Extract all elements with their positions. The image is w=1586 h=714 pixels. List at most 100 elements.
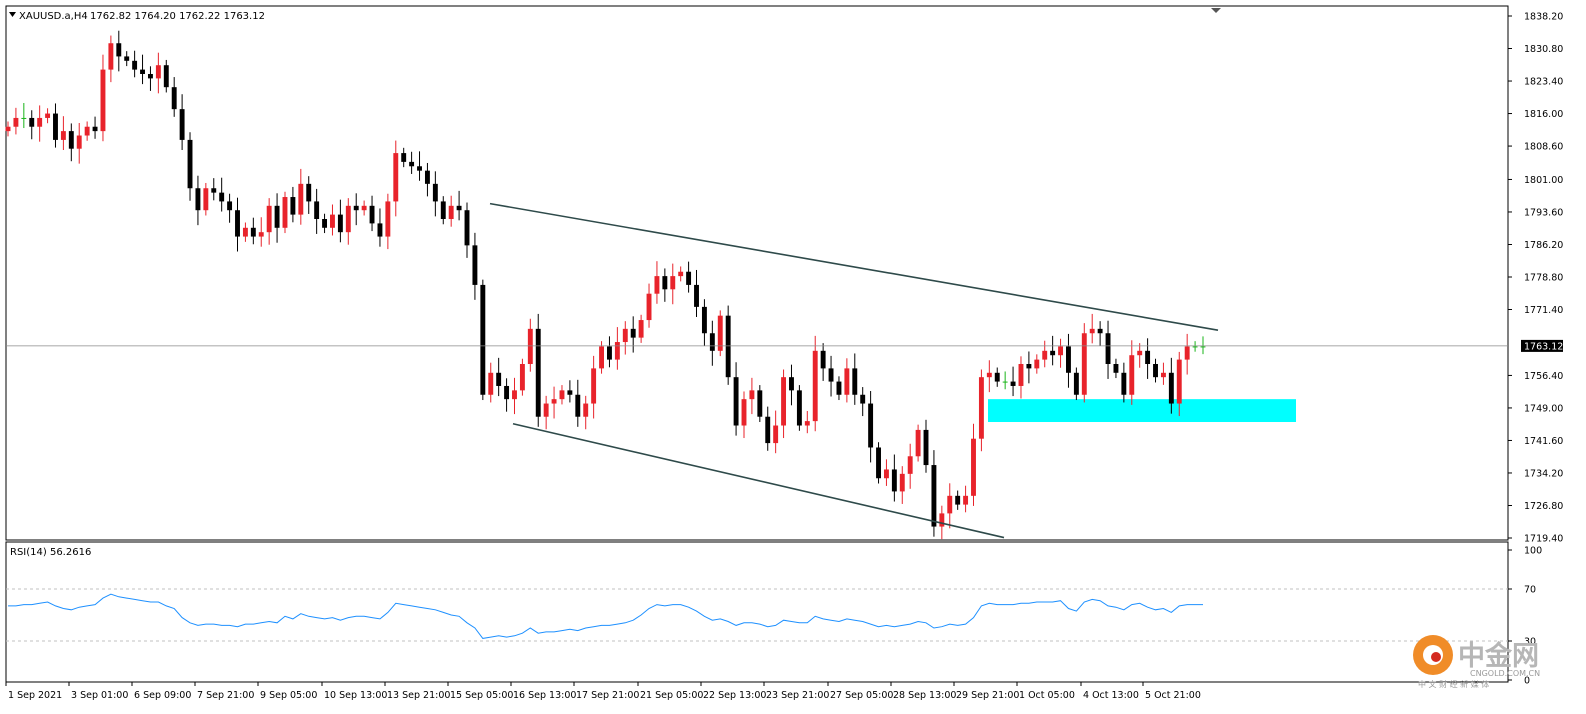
candle <box>488 362 494 403</box>
candle <box>337 199 343 243</box>
candle <box>1184 333 1190 375</box>
candle <box>266 198 272 245</box>
candle-body <box>250 227 256 237</box>
candle <box>124 51 130 67</box>
candle <box>781 369 787 439</box>
candle <box>163 59 169 93</box>
candle-body <box>345 205 351 233</box>
dropdown-arrow-icon[interactable] <box>9 12 16 17</box>
candle <box>876 442 881 484</box>
rsi-series <box>8 593 1203 639</box>
candle-body <box>124 56 130 61</box>
chart-shift-marker-icon[interactable] <box>1211 8 1221 13</box>
candle <box>519 358 525 396</box>
candle-body <box>860 394 866 404</box>
candle-body <box>108 43 114 70</box>
time-tick-label: 27 Sep 05:00 <box>830 690 893 701</box>
candle-body <box>804 421 810 426</box>
candle <box>314 188 320 234</box>
candle-body <box>504 385 510 400</box>
candle <box>68 123 74 162</box>
candle-body <box>1137 350 1143 356</box>
candle <box>1145 338 1151 379</box>
candle-body <box>1153 364 1158 378</box>
candle <box>789 364 794 406</box>
candle <box>290 186 296 223</box>
candle-body <box>781 377 787 426</box>
candle-body <box>1089 328 1095 334</box>
candle-body <box>662 276 668 290</box>
candle <box>242 222 248 242</box>
candle-body <box>21 117 27 119</box>
time-tick-label: 23 Sep 21:00 <box>766 690 829 701</box>
candle <box>796 385 802 431</box>
candle-body <box>195 188 201 211</box>
candle <box>472 232 478 300</box>
candle <box>401 147 407 168</box>
candle-body <box>132 60 138 70</box>
price-tick-label: 1778.80 <box>1524 273 1563 284</box>
candle-body <box>638 320 644 338</box>
candle <box>1129 340 1135 405</box>
candle-body <box>899 473 905 492</box>
candle-body <box>242 227 248 237</box>
time-tick-label: 4 Oct 13:00 <box>1083 690 1139 701</box>
candle <box>1192 341 1198 352</box>
candle-body <box>1026 364 1032 369</box>
candle-body <box>45 113 51 118</box>
candle-body <box>76 135 82 149</box>
candle-body <box>670 276 676 290</box>
candle <box>258 217 264 247</box>
candle-body <box>591 368 597 404</box>
time-tick-label: 28 Sep 13:00 <box>893 690 956 701</box>
candle-body <box>1192 346 1198 348</box>
candle <box>535 313 541 427</box>
time-tick-label: 5 Oct 21:00 <box>1145 690 1201 701</box>
candle <box>891 454 897 502</box>
candle-body <box>551 399 557 404</box>
time-tick-label: 7 Sep 21:00 <box>197 690 254 701</box>
candle <box>187 132 193 201</box>
candle <box>369 195 375 232</box>
candle-body <box>852 368 858 395</box>
candle <box>140 54 145 85</box>
candle <box>852 353 858 405</box>
candle-body <box>820 350 826 369</box>
candle-body <box>1058 346 1064 356</box>
candle-body <box>369 205 375 224</box>
candle <box>306 176 312 214</box>
candle-body <box>92 126 98 132</box>
candle <box>330 204 335 236</box>
candle <box>496 357 502 397</box>
candle-body <box>1042 350 1048 360</box>
price-tick-label: 1808.60 <box>1524 142 1563 153</box>
candle <box>53 103 58 148</box>
candle-body <box>314 201 320 219</box>
candle <box>694 269 699 317</box>
candle-body <box>796 390 802 426</box>
candle <box>638 314 644 343</box>
candle <box>76 122 82 164</box>
candle-body <box>258 232 264 237</box>
candle-body <box>1034 359 1040 369</box>
time-tick-label: 9 Sep 05:00 <box>260 690 317 701</box>
candle-body <box>646 293 652 321</box>
candle <box>377 208 383 247</box>
candle-body <box>709 333 715 351</box>
candle-body <box>116 43 122 57</box>
candle <box>274 193 280 243</box>
rsi-tick-label: 100 <box>1524 546 1542 557</box>
candle <box>100 54 106 142</box>
time-tick-label: 13 Sep 21:00 <box>387 690 450 701</box>
candle-body <box>1168 372 1174 404</box>
candle-body <box>187 139 193 189</box>
price-tick-label: 1771.40 <box>1524 305 1563 316</box>
candle <box>709 320 715 366</box>
candle <box>92 116 98 139</box>
candle <box>1176 351 1182 417</box>
candle <box>1026 351 1032 384</box>
candle <box>1050 335 1056 366</box>
candle <box>13 107 19 135</box>
